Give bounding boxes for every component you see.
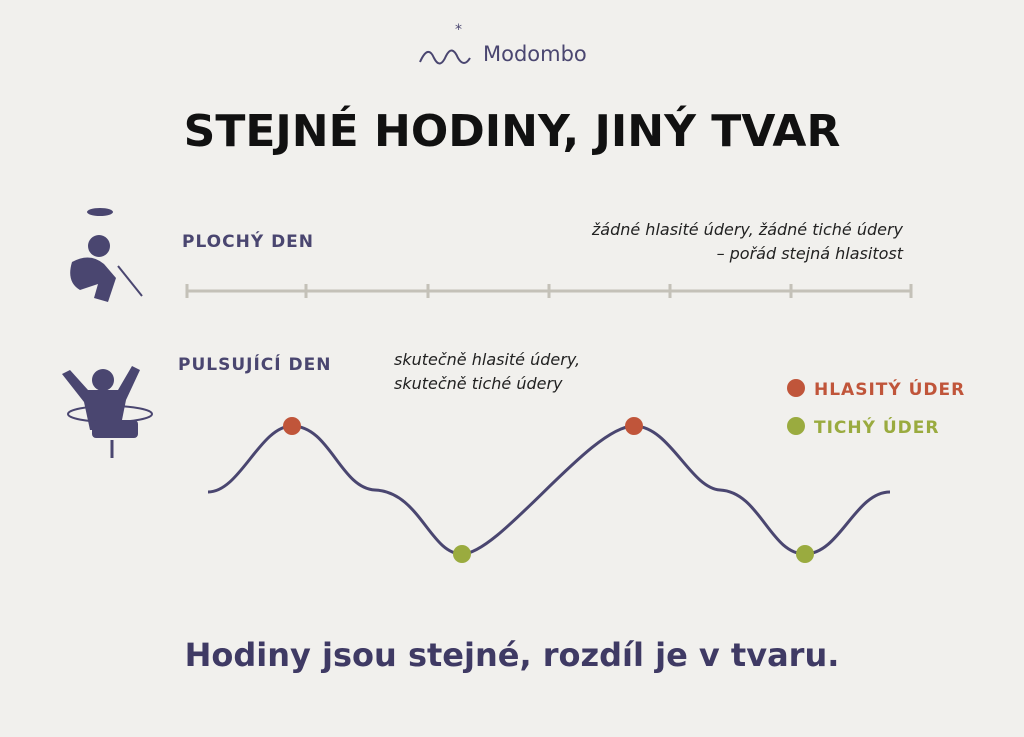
flat-line	[185, 284, 913, 298]
pulse-note: skutečně hlasité údery,	[394, 350, 580, 369]
quiet-dot	[453, 545, 471, 563]
footer: Hodiny jsou stejné, rozdíl je v tvaru.	[185, 636, 840, 674]
flat-label: PLOCHÝ DEN	[182, 230, 314, 252]
pulse-note: skutečně tiché údery	[394, 374, 563, 393]
wave	[207, 424, 891, 556]
legend-dot	[787, 379, 805, 397]
title: STEJNÉ HODINY, JINÝ TVAR	[184, 104, 841, 157]
loud-dot	[625, 417, 643, 435]
legend-quiet: TICHÝ ÚDER	[814, 416, 939, 438]
happy-figure	[62, 366, 153, 458]
flat-note: – pořád stejná hlasitost	[717, 244, 904, 263]
logo-icon: *	[419, 22, 471, 65]
legend-dot	[787, 417, 805, 435]
svg-text:*: *	[455, 22, 462, 38]
pulse-label: PULSUJÍCÍ DEN	[178, 353, 331, 375]
flat-note: žádné hlasité údery, žádné tiché údery	[591, 220, 904, 239]
brand: Modombo	[483, 42, 587, 66]
sad-figure	[70, 208, 143, 302]
loud-dot	[283, 417, 301, 435]
quiet-dot	[796, 545, 814, 563]
legend-loud: HLASITÝ ÚDER	[814, 378, 965, 400]
